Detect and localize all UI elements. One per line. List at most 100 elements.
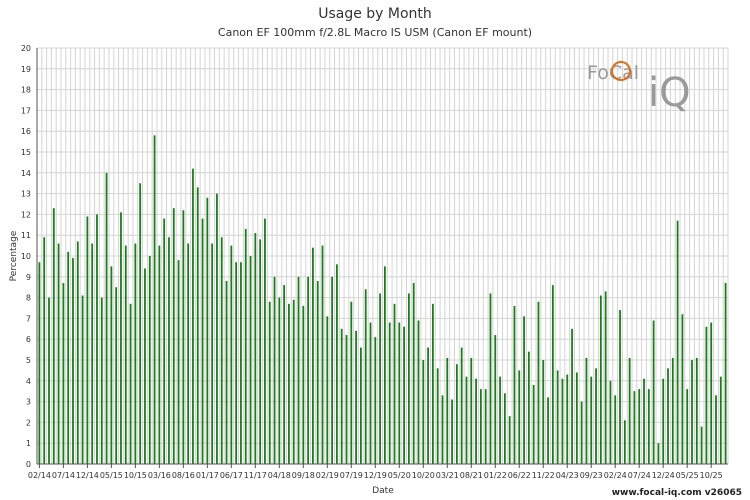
y-tick-label: 13 bbox=[21, 190, 31, 199]
bar bbox=[590, 376, 593, 464]
bar bbox=[484, 389, 487, 464]
bar bbox=[91, 243, 94, 464]
bar bbox=[249, 256, 252, 464]
y-tick-label: 5 bbox=[26, 356, 31, 365]
bar bbox=[307, 276, 310, 464]
bar bbox=[43, 237, 46, 464]
bar bbox=[86, 216, 89, 464]
bar bbox=[379, 293, 382, 464]
bar bbox=[139, 183, 142, 464]
bar bbox=[556, 370, 559, 464]
y-axis-title: Percentage bbox=[9, 230, 19, 281]
bar bbox=[206, 197, 209, 464]
x-tick-labels: 02/14 07/14 12/14 05/15 10/15 03/16 08/16 01/17… bbox=[28, 464, 723, 480]
bar bbox=[163, 218, 166, 464]
y-tick-label: 19 bbox=[21, 65, 31, 74]
y-tick-label: 12 bbox=[21, 210, 31, 219]
bar bbox=[436, 368, 439, 464]
x-tick-label: 12/19 bbox=[364, 471, 387, 480]
bar bbox=[532, 384, 535, 464]
bar bbox=[369, 322, 372, 464]
y-tick-label: 4 bbox=[26, 377, 31, 386]
bar bbox=[599, 295, 602, 464]
logo-ring-icon bbox=[611, 61, 631, 81]
y-tick-label: 15 bbox=[21, 148, 31, 157]
bar bbox=[67, 251, 70, 464]
bar bbox=[503, 393, 506, 464]
x-tick-label: 05/20 bbox=[388, 471, 411, 480]
bar bbox=[268, 301, 271, 464]
bar bbox=[686, 389, 689, 464]
y-tick-label: 7 bbox=[26, 314, 31, 323]
bar bbox=[542, 360, 545, 464]
bar bbox=[225, 280, 228, 464]
x-tick-label: 08/21 bbox=[460, 471, 483, 480]
x-tick-label: 09/23 bbox=[580, 471, 603, 480]
bar bbox=[662, 378, 665, 464]
bar bbox=[566, 374, 569, 464]
bar bbox=[326, 316, 329, 464]
bar bbox=[407, 293, 410, 464]
x-tick-label: 11/22 bbox=[532, 471, 555, 480]
chart-subtitle: Canon EF 100mm f/2.8L Macro IS USM (Cano… bbox=[217, 26, 533, 39]
bar bbox=[623, 420, 626, 464]
bar bbox=[470, 357, 473, 464]
bar bbox=[105, 172, 108, 465]
bar bbox=[316, 280, 319, 464]
x-tick-label: 01/17 bbox=[196, 471, 219, 480]
y-tick-label: 17 bbox=[21, 106, 31, 115]
bar bbox=[494, 335, 497, 464]
bar bbox=[551, 285, 554, 464]
bar bbox=[283, 285, 286, 464]
bar bbox=[211, 243, 214, 464]
y-tick-label: 2 bbox=[26, 418, 31, 427]
bar bbox=[345, 335, 348, 464]
bar bbox=[561, 378, 564, 464]
bar bbox=[144, 268, 146, 464]
y-tick-label: 10 bbox=[21, 252, 31, 261]
bar bbox=[115, 287, 118, 464]
bar bbox=[715, 395, 717, 464]
bar bbox=[489, 293, 492, 464]
bar bbox=[614, 395, 617, 464]
bar bbox=[158, 245, 161, 464]
bar bbox=[244, 228, 247, 464]
x-tick-label: 05/15 bbox=[100, 471, 123, 480]
bar bbox=[638, 389, 641, 464]
x-tick-label: 04/18 bbox=[268, 471, 291, 480]
bar bbox=[455, 364, 458, 464]
x-tick-label: 12/14 bbox=[76, 471, 99, 480]
bar bbox=[705, 326, 708, 464]
bar bbox=[431, 303, 434, 464]
bar bbox=[619, 310, 621, 464]
x-tick-label: 02/19 bbox=[316, 471, 339, 480]
bar bbox=[62, 283, 65, 464]
bar bbox=[134, 243, 137, 464]
bar bbox=[398, 322, 401, 464]
bar bbox=[187, 243, 190, 464]
y-tick-label: 1 bbox=[26, 439, 31, 448]
bar bbox=[671, 357, 674, 464]
bar bbox=[451, 399, 453, 464]
axes bbox=[36, 48, 728, 465]
x-tick-label: 03/16 bbox=[148, 471, 171, 480]
bar bbox=[312, 247, 314, 464]
bar bbox=[81, 295, 84, 464]
bar bbox=[360, 347, 362, 464]
x-tick-label: 04/23 bbox=[556, 471, 579, 480]
y-tick-label: 6 bbox=[26, 335, 31, 344]
bar bbox=[499, 376, 501, 464]
bar bbox=[388, 322, 391, 464]
x-tick-label: 06/17 bbox=[220, 471, 243, 480]
bar bbox=[585, 357, 588, 464]
bar bbox=[278, 297, 281, 464]
bar bbox=[724, 283, 727, 464]
bar bbox=[177, 260, 180, 464]
bar bbox=[609, 380, 612, 464]
x-tick-label: 07/24 bbox=[628, 471, 651, 480]
bar bbox=[547, 397, 549, 464]
bar bbox=[48, 297, 50, 464]
bar bbox=[523, 316, 525, 464]
bar bbox=[264, 218, 266, 464]
